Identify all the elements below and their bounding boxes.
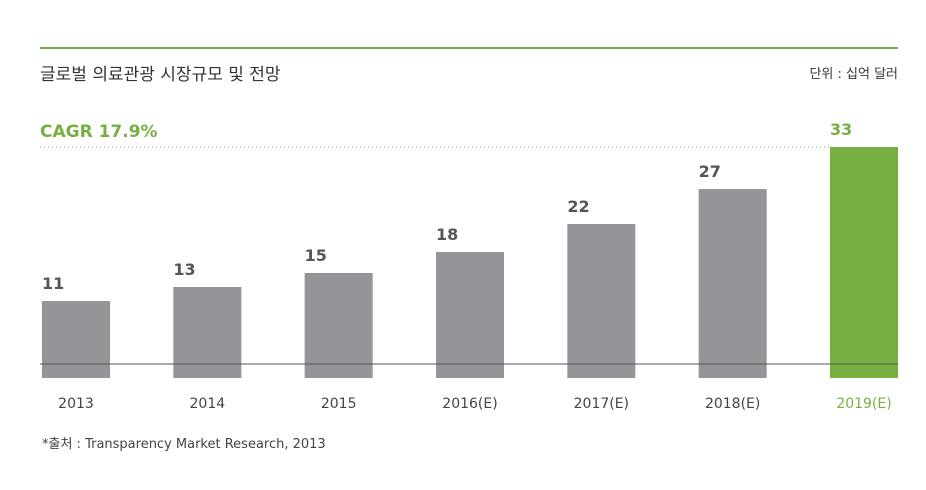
x-tick-label: 2013 bbox=[58, 396, 94, 412]
chart-title: 글로벌 의료관광 시장규모 및 전망 bbox=[40, 65, 281, 85]
bar-value-label: 27 bbox=[699, 162, 721, 181]
x-tick-label: 2018(E) bbox=[705, 396, 760, 412]
bar-value-label: 15 bbox=[305, 246, 327, 265]
bar-2013 bbox=[42, 301, 110, 378]
bar-2019(E) bbox=[830, 147, 898, 378]
bar-value-label: 13 bbox=[173, 260, 195, 279]
x-tick-label: 2017(E) bbox=[574, 396, 629, 412]
x-tick-label: 2019(E) bbox=[836, 396, 891, 412]
bar-2017(E) bbox=[567, 224, 636, 378]
bar-value-label: 18 bbox=[436, 225, 458, 244]
bar-value-label: 22 bbox=[567, 197, 589, 216]
x-tick-label: 2015 bbox=[321, 396, 357, 412]
bar-2018(E) bbox=[698, 189, 767, 378]
cagr-annotation: CAGR 17.9% bbox=[40, 122, 158, 142]
bar-value-label: 33 bbox=[830, 120, 852, 139]
unit-label: 단위 : 십억 달러 bbox=[809, 67, 898, 82]
bar-2015 bbox=[304, 273, 373, 378]
bar-2014 bbox=[173, 287, 242, 378]
x-tick-label: 2016(E) bbox=[442, 396, 497, 412]
source-note: *출처 : Transparency Market Research, 2013 bbox=[42, 437, 326, 452]
x-tick-label: 2014 bbox=[190, 396, 226, 412]
bar-value-label: 11 bbox=[42, 274, 64, 293]
bar-2016(E) bbox=[436, 252, 504, 378]
